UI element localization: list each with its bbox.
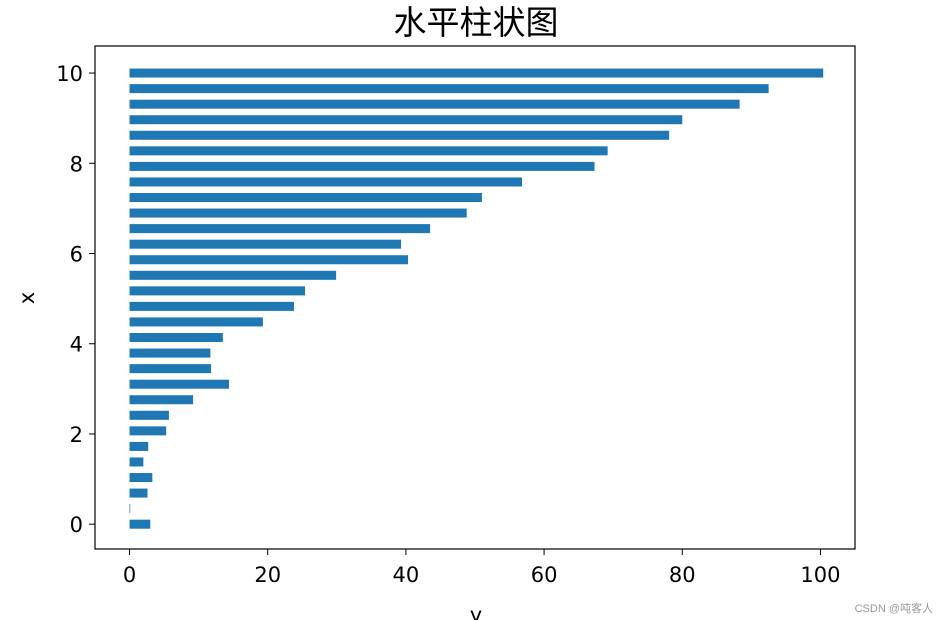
bar-28: [129, 84, 769, 94]
bar-17: [129, 255, 408, 265]
bar-16: [129, 270, 337, 280]
plot-frame: [94, 45, 856, 550]
bar-12: [129, 333, 223, 343]
bar-19: [129, 224, 431, 234]
bar-8: [129, 395, 194, 405]
bar-11: [129, 348, 211, 358]
bar-7: [129, 410, 169, 420]
x-tick-label: 60: [531, 563, 558, 587]
bar-27: [129, 99, 740, 109]
x-tick-label: 40: [393, 563, 420, 587]
y-axis-ticks: 0 2 4 6 8 10: [56, 62, 95, 537]
bar-5: [129, 441, 149, 451]
x-tick-label: 100: [800, 563, 840, 587]
bars-group: [129, 68, 824, 529]
y-tick-label: 6: [70, 243, 83, 267]
x-tick-label: 0: [123, 563, 136, 587]
bar-3: [129, 473, 153, 483]
y-tick-label: 10: [56, 62, 83, 86]
bar-25: [129, 130, 670, 140]
bar-21: [129, 193, 482, 203]
y-tick-label: 2: [70, 423, 83, 447]
bar-13: [129, 317, 263, 327]
bar-9: [129, 379, 230, 389]
x-tick-label: 80: [669, 563, 696, 587]
bar-1: [129, 504, 131, 514]
bar-23: [129, 161, 595, 171]
bar-14: [129, 301, 294, 311]
bar-29: [129, 68, 824, 78]
bar-4: [129, 457, 144, 467]
bar-18: [129, 239, 402, 249]
watermark: CSDN @吨客人: [854, 603, 933, 615]
x-axis-title: y: [470, 603, 482, 620]
bar-0: [129, 519, 151, 529]
y-tick-label: 4: [70, 333, 83, 357]
bar-24: [129, 146, 608, 156]
y-tick-label: 8: [70, 152, 83, 176]
bar-26: [129, 115, 683, 125]
bar-15: [129, 286, 306, 296]
bar-6: [129, 426, 167, 436]
bar-10: [129, 364, 212, 374]
bar-22: [129, 177, 522, 187]
x-tick-label: 20: [254, 563, 281, 587]
bar-20: [129, 208, 467, 218]
bar-2: [129, 488, 148, 498]
y-axis-title: x: [15, 292, 39, 304]
y-tick-label: 0: [70, 513, 83, 537]
x-axis-ticks: 0 20 40 60 80 100: [123, 549, 841, 587]
chart-title: 水平柱状图: [394, 3, 559, 42]
